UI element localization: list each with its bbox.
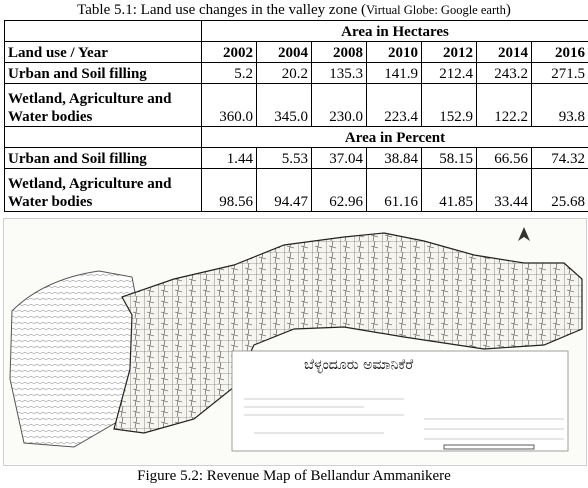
land-use-table: Area in Hectares Land use / Year 2002 20… — [4, 20, 588, 212]
north-arrow-icon — [518, 227, 530, 241]
band-blank-cell — [4, 126, 202, 148]
band-percent: Area in Percent — [200, 126, 588, 148]
table-caption-text: Table 5.1: Land use changes in the valle… — [77, 2, 366, 18]
value-cell: 345.0 — [256, 83, 312, 127]
table-row: Wetland, Agriculture and Water bodies 98.… — [4, 168, 588, 212]
value-cell: 360.0 — [201, 83, 257, 127]
table-caption: Table 5.1: Land use changes in the valle… — [0, 1, 588, 19]
year-cell: 2008 — [311, 41, 367, 63]
row-label-line1: Wetland, Agriculture and — [8, 176, 172, 192]
value-cell: 38.84 — [366, 147, 422, 169]
value-cell: 271.5 — [530, 62, 588, 84]
value-cell: 25.68 — [530, 168, 588, 212]
value-cell: 230.0 — [311, 83, 367, 127]
value-cell: 61.16 — [366, 168, 422, 212]
table-caption-source: Virtual Globe: Google earth — [366, 3, 506, 17]
row-label: Wetland, Agriculture and Water bodies — [4, 168, 202, 212]
value-cell: 122.2 — [476, 83, 532, 127]
value-cell: 141.9 — [366, 62, 422, 84]
value-cell: 41.85 — [421, 168, 477, 212]
value-cell: 94.47 — [256, 168, 312, 212]
table-row: Wetland, Agriculture and Water bodies 360… — [4, 83, 588, 127]
revenue-map-image: ಬೆಳ್ಳಂದೂರು ಅಮಾನಿಕೆರೆ — [3, 218, 587, 466]
band-hectares: Area in Hectares — [200, 20, 588, 42]
value-cell: 5.2 — [201, 62, 257, 84]
value-cell: 93.8 — [530, 83, 588, 127]
year-cell: 2016 — [530, 41, 588, 63]
value-cell: 5.53 — [256, 147, 312, 169]
year-cell: 2014 — [476, 41, 532, 63]
year-cell: 2004 — [256, 41, 312, 63]
value-cell: 1.44 — [201, 147, 257, 169]
row-label: Urban and Soil filling — [4, 147, 202, 169]
value-cell: 98.56 — [201, 168, 257, 212]
table-caption-close: ) — [505, 2, 511, 18]
value-cell: 212.4 — [421, 62, 477, 84]
value-cell: 33.44 — [476, 168, 532, 212]
year-cell: 2012 — [421, 41, 477, 63]
scale-bar-icon — [443, 444, 535, 450]
value-cell: 20.2 — [256, 62, 312, 84]
row-label: Wetland, Agriculture and Water bodies — [4, 83, 202, 127]
table-row: Urban and Soil filling 1.44 5.53 37.04 3… — [4, 147, 588, 169]
map-title-kannada: ಬೆಳ್ಳಂದೂರು ಅಮಾನಿಕೆರೆ — [304, 357, 414, 373]
row-label-line2: Water bodies — [8, 109, 93, 125]
value-cell: 223.4 — [366, 83, 422, 127]
year-header-row: Land use / Year 2002 2004 2008 2010 2012… — [4, 41, 588, 63]
value-cell: 74.32 — [530, 147, 588, 169]
revenue-map-drawing: ಬೆಳ್ಳಂದೂರು ಅಮಾನಿಕೆರೆ — [4, 219, 586, 465]
value-cell: 243.2 — [476, 62, 532, 84]
year-cell: 2010 — [366, 41, 422, 63]
value-cell: 58.15 — [421, 147, 477, 169]
header-blank-cell — [4, 20, 202, 42]
value-cell: 62.96 — [311, 168, 367, 212]
value-cell: 152.9 — [421, 83, 477, 127]
row-label-line2: Water bodies — [8, 194, 93, 210]
header-label: Land use / Year — [4, 41, 202, 63]
value-cell: 37.04 — [311, 147, 367, 169]
value-cell: 135.3 — [311, 62, 367, 84]
table-row: Urban and Soil filling 5.2 20.2 135.3 14… — [4, 62, 588, 84]
row-label: Urban and Soil filling — [4, 62, 202, 84]
value-cell: 66.56 — [476, 147, 532, 169]
year-cell: 2002 — [201, 41, 257, 63]
row-label-line1: Wetland, Agriculture and — [8, 91, 172, 107]
figure-caption: Figure 5.2: Revenue Map of Bellandur Amm… — [137, 468, 451, 484]
